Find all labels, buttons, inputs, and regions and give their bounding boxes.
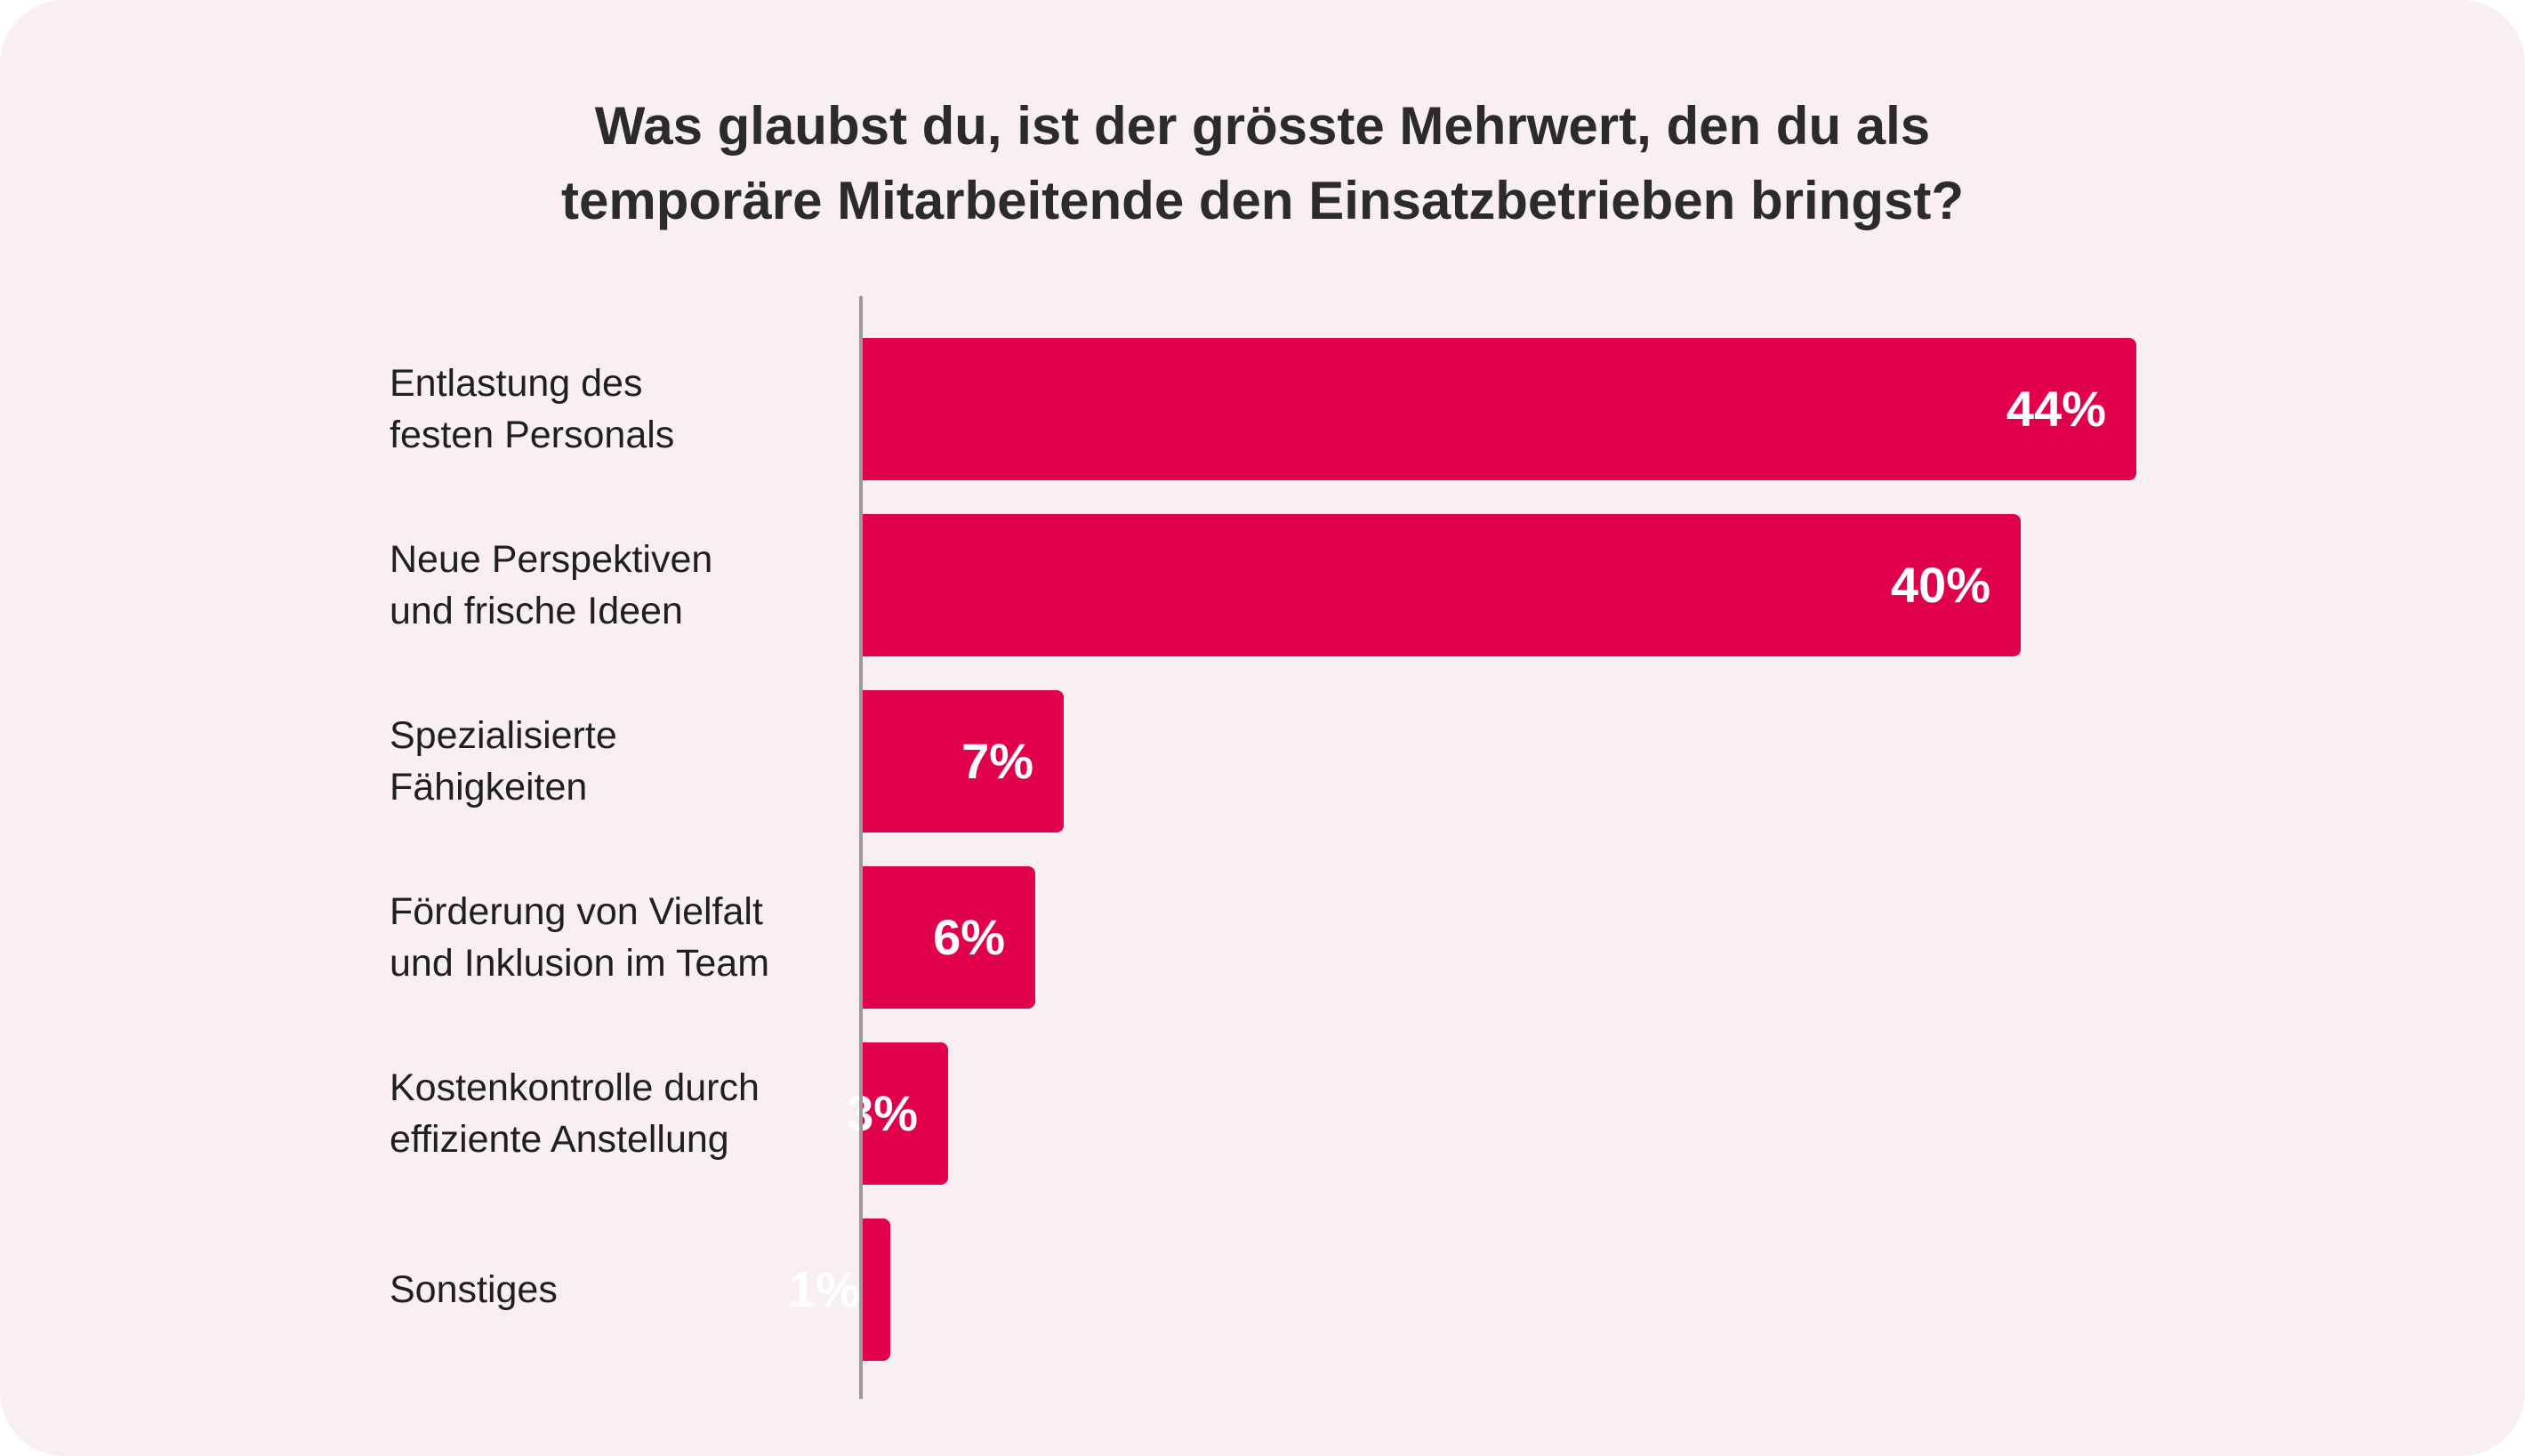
- bar: 1%: [788, 1219, 890, 1361]
- category-label: Neue Perspektiven und frische Ideen: [390, 514, 852, 656]
- category-label-line: Förderung von Vielfalt: [390, 890, 763, 933]
- bar: 40%: [861, 514, 2021, 656]
- chart-title: Was glaubst du, ist der grösste Mehrwert…: [0, 89, 2525, 238]
- category-label-line: Fähigkeiten: [390, 766, 588, 808]
- bar: 6%: [861, 866, 1035, 1009]
- category-label-line: und Inklusion im Team: [390, 942, 770, 985]
- category-label: Kostenkontrolle durch effiziente Anstellu…: [390, 1042, 852, 1185]
- category-label-line: Spezialisierte: [390, 714, 617, 757]
- bar-value-label: 44%: [2006, 381, 2106, 437]
- category-label: Sonstiges: [390, 1219, 852, 1361]
- category-label-line: effiziente Anstellung: [390, 1118, 729, 1161]
- chart-title-line-1: Was glaubst du, ist der grösste Mehrwert…: [594, 96, 1931, 156]
- bar-value-label: 6%: [933, 909, 1005, 965]
- category-axis-line: [859, 296, 863, 1399]
- bar-value-label: 3%: [846, 1085, 918, 1141]
- category-label-line: Sonstiges: [390, 1268, 558, 1311]
- category-label-line: Neue Perspektiven: [390, 538, 713, 581]
- bar: 7%: [861, 690, 1064, 833]
- category-label: Entlastung des festen Personals: [390, 338, 852, 480]
- bar-value-label: 40%: [1890, 557, 1990, 613]
- category-label: Förderung von Vielfalt und Inklusion im T…: [390, 866, 852, 1009]
- bar-value-label: 1%: [788, 1261, 860, 1317]
- category-label-line: Kostenkontrolle durch: [390, 1066, 760, 1109]
- bar-value-label: 7%: [961, 733, 1033, 789]
- bar: 44%: [861, 338, 2136, 480]
- chart-title-line-2: temporäre Mitarbeitende den Einsatzbetri…: [561, 171, 1964, 230]
- bar: 3%: [846, 1042, 948, 1185]
- category-label: Spezialisierte Fähigkeiten: [390, 690, 852, 833]
- category-label-line: Entlastung des: [390, 362, 643, 405]
- category-label-line: und frische Ideen: [390, 590, 683, 632]
- category-label-line: festen Personals: [390, 414, 675, 456]
